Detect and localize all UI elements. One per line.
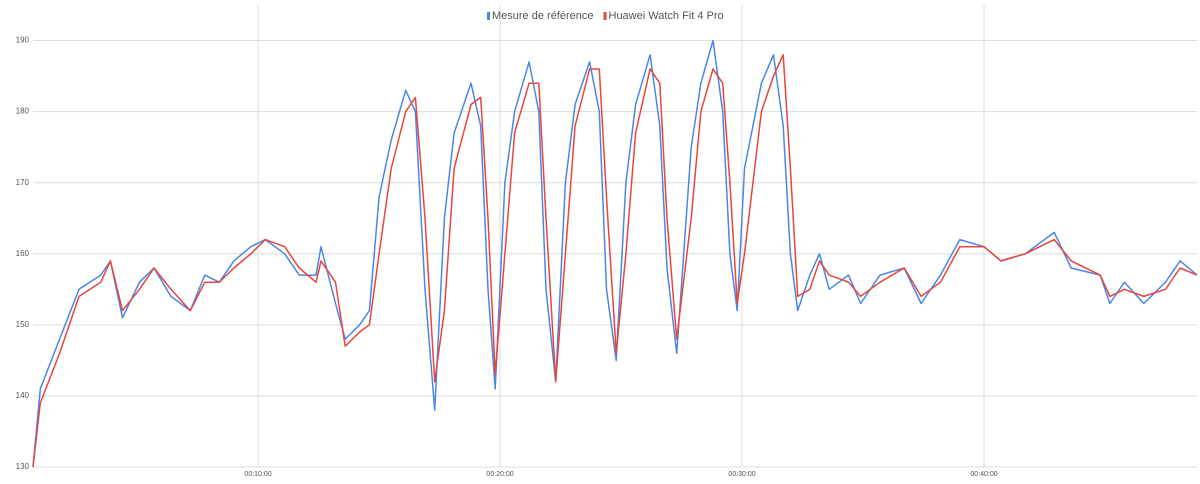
legend-label: Mesure de référence [492,10,594,22]
y-tick-label: 130 [16,462,30,471]
legend-swatch [603,12,607,20]
legend: Mesure de référence Huawei Watch Fit 4 Pr… [487,10,724,22]
legend-swatch [487,12,490,20]
y-tick-label: 150 [16,320,30,329]
x-tick-label: 00:40:00 [970,471,997,478]
y-tick-label: 170 [16,178,30,187]
legend-label: Huawei Watch Fit 4 Pro [609,10,724,22]
x-tick-label: 00:10:00 [244,471,271,478]
y-tick-label: 190 [16,36,30,45]
y-tick-label: 180 [16,107,30,116]
y-tick-label: 140 [16,391,30,400]
x-tick-label: 00:20:00 [486,471,513,478]
x-tick-label: 00:30:00 [728,471,755,478]
series-line [32,54,1198,468]
y-tick-label: 160 [16,249,30,258]
series-line [32,39,1198,468]
